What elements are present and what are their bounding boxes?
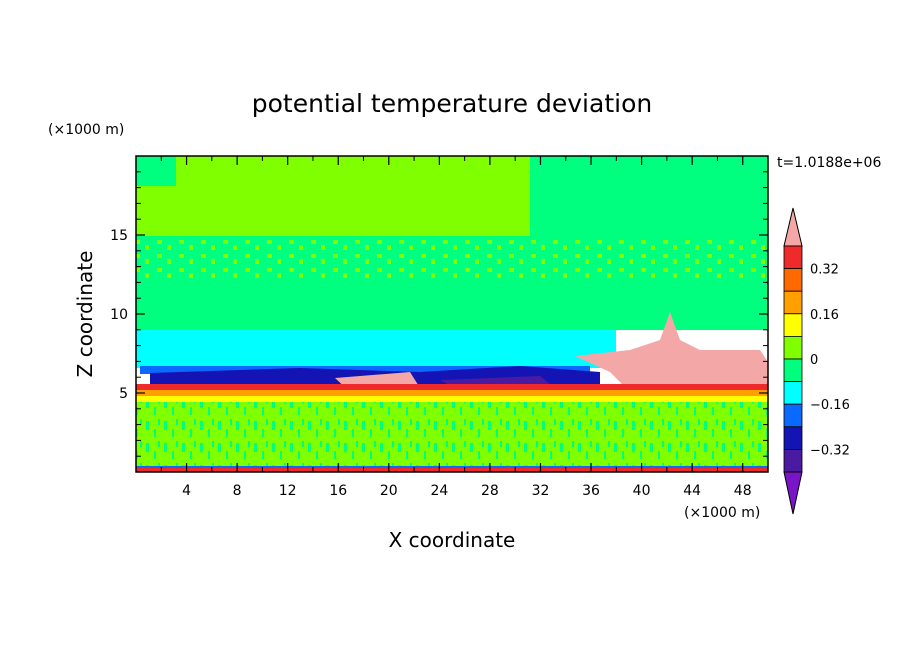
y-tick-label: 10 <box>110 307 128 323</box>
colorbar-labels: 0.32 0.16 0 −0.16 −0.32 <box>810 263 850 459</box>
x-tick-label: 12 <box>279 483 297 499</box>
chart-title: potential temperature deviation <box>252 89 652 118</box>
colorbar-band <box>783 290 803 315</box>
temperature-field <box>136 156 768 472</box>
x-tick-label: 44 <box>683 483 701 499</box>
x-tick-label: 4 <box>182 483 191 499</box>
x-axis-label: X coordinate <box>389 528 516 552</box>
band-mid-upper <box>136 236 768 281</box>
colorbar-bottom-arrow <box>783 471 803 515</box>
colorbar-tick-label: −0.16 <box>810 398 850 413</box>
colorbar-band <box>783 358 803 383</box>
colorbar-band <box>783 381 803 405</box>
colorbar-band <box>783 313 803 337</box>
x-tick-label: 28 <box>481 483 499 499</box>
x-tick-label: 40 <box>633 483 651 499</box>
x-tick-label: 16 <box>329 483 347 499</box>
colorbar-tick-label: 0.32 <box>810 263 839 278</box>
colorbar-tick-label: 0 <box>810 353 818 368</box>
colorbar-top-arrow <box>783 207 803 247</box>
band-orange <box>136 390 768 396</box>
colorbar-band <box>783 448 803 473</box>
x-tick-label: 8 <box>233 483 242 499</box>
colorbar-band <box>783 268 803 292</box>
y-tick-label: 5 <box>119 386 128 402</box>
band-cyan-strip <box>136 318 768 330</box>
x-tick-label: 48 <box>734 483 752 499</box>
band-surface-mix-2 <box>136 468 768 472</box>
y-axis-label: Z coordinate <box>73 251 97 378</box>
colorbar-band <box>783 426 803 450</box>
band-upper-right-green <box>530 156 768 236</box>
x-axis-ticks: 4 8 12 16 20 24 28 32 36 40 44 48 <box>160 156 752 499</box>
band-blue <box>140 366 590 374</box>
band-yellow <box>136 396 768 402</box>
x-tick-label: 20 <box>380 483 398 499</box>
band-lower <box>136 402 768 466</box>
y-unit-label: (×1000 m) <box>48 122 124 138</box>
band-pink-plume <box>575 312 768 392</box>
x-tick-label: 24 <box>430 483 448 499</box>
band-mid <box>136 281 768 321</box>
x-tick-label: 36 <box>582 483 600 499</box>
colorbar-tick-label: −0.32 <box>810 443 850 458</box>
colorbar-band <box>783 245 803 270</box>
band-upper-left-cyan <box>136 156 176 186</box>
x-tick-label: 32 <box>532 483 550 499</box>
y-tick-label: 15 <box>110 228 128 244</box>
y-axis-ticks: 5 10 15 <box>110 171 768 457</box>
colorbar <box>783 207 803 515</box>
band-cyan-inner <box>200 340 560 362</box>
colorbar-band <box>783 335 803 360</box>
colorbar-band <box>783 403 803 428</box>
x-unit-label: (×1000 m) <box>684 505 760 521</box>
band-red-surface <box>136 384 768 390</box>
time-label: t=1.0188e+06 <box>777 155 881 171</box>
colorbar-tick-label: 0.16 <box>810 308 839 323</box>
